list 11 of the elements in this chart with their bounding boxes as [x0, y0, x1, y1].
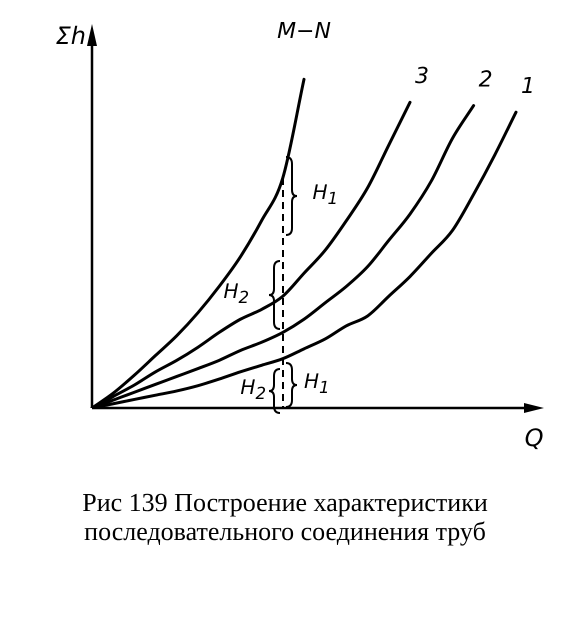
- text: Рис 139 Построение характеристики последовательного соединения труб: [81, 488, 489, 546]
- annotation: H$_{1}$: [304, 369, 330, 398]
- series-label: 3: [415, 64, 429, 90]
- annotation: H$_{2}$: [240, 374, 266, 403]
- series-label: 1: [521, 74, 535, 99]
- text: M−N: [277, 19, 331, 44]
- annotation: H$_{1}$: [312, 180, 338, 208]
- series-label: 2: [478, 67, 493, 92]
- y-axis-title: Σh: [56, 22, 86, 50]
- annotation: H$_{2}$: [223, 278, 250, 307]
- x-axis-title: Q: [524, 424, 544, 452]
